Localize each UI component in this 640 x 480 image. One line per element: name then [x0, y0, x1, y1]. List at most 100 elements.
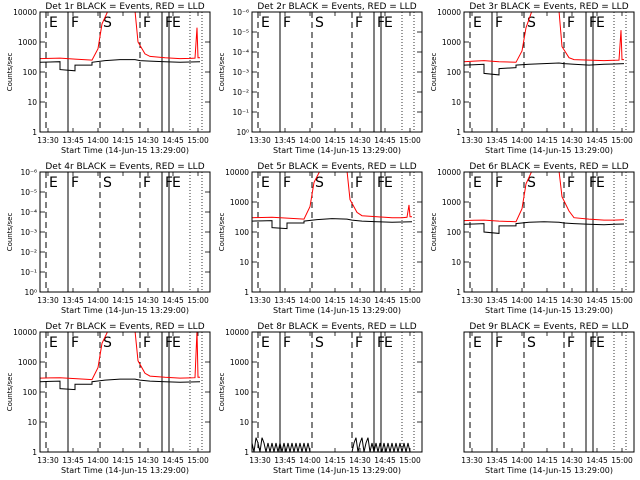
- event-marker-label: F: [355, 335, 363, 351]
- x-tick-label: 13:45: [62, 456, 84, 465]
- plot-frame: [39, 11, 211, 133]
- event-marker-label: F: [495, 175, 503, 191]
- panel-det-5r: Det 5r BLACK = Events, RED = LLD Counts/s…: [218, 162, 423, 315]
- series-group: [40, 332, 201, 391]
- x-tick-label: 15:00: [399, 136, 421, 145]
- x-tick-label: 13:45: [486, 136, 508, 145]
- series-events-line: [40, 59, 201, 72]
- x-tick-label: 14:00: [511, 136, 533, 145]
- x-axis-label: Start Time (14-Jun-15 13:29:00): [273, 466, 401, 475]
- chart-title: Det 6r BLACK = Events, RED = LLD: [469, 162, 628, 172]
- y-tick-label: 1000: [230, 358, 249, 367]
- series-events-line: [464, 62, 625, 76]
- x-tick-label: 14:15: [536, 456, 558, 465]
- series-group: [252, 172, 413, 230]
- y-tick-label: 1: [244, 448, 249, 457]
- x-tick-label: 14:30: [349, 136, 371, 145]
- event-marker-label: S: [315, 15, 324, 31]
- event-marker-label: E: [49, 335, 58, 351]
- y-tick-label: 1: [456, 288, 461, 297]
- plot-frame: [251, 171, 423, 293]
- y-tick-label: 10: [239, 258, 249, 267]
- x-axis-label: Start Time (14-Jun-15 13:29:00): [61, 466, 189, 475]
- x-tick-label: 14:00: [299, 136, 321, 145]
- x-tick-label: 14:15: [324, 296, 346, 305]
- y-tick-label: 100: [447, 68, 462, 77]
- x-tick-label: 13:30: [249, 296, 271, 305]
- event-marker-label: F: [283, 15, 291, 31]
- x-tick-label: 14:15: [536, 136, 558, 145]
- event-marker-label: S: [315, 175, 324, 191]
- x-tick-label: 13:30: [249, 136, 271, 145]
- x-axis-label: Start Time (14-Jun-15 13:29:00): [61, 146, 189, 155]
- x-tick-label: 14:00: [87, 456, 109, 465]
- x-tick-label: 14:00: [87, 296, 109, 305]
- plot-frame: [463, 11, 635, 133]
- event-marker-label: E: [261, 175, 270, 191]
- event-marker-label: F: [283, 335, 291, 351]
- y-axis-label: Counts/sec: [218, 373, 226, 412]
- plot-frame: [39, 171, 211, 293]
- x-tick-label: 13:30: [461, 296, 483, 305]
- series-events-line: [40, 378, 201, 391]
- event-marker-label: F: [567, 175, 575, 191]
- plot-frame: [39, 331, 211, 453]
- x-tick-label: 13:45: [486, 296, 508, 305]
- event-marker-label: S: [103, 15, 112, 31]
- x-tick-label: 14:45: [586, 456, 608, 465]
- x-tick-label: 14:45: [374, 456, 396, 465]
- event-marker-label: S: [527, 335, 536, 351]
- plot-frame: [463, 331, 635, 453]
- panel-det-4r: Det 4r BLACK = Events, RED = LLD Counts/s…: [6, 162, 211, 315]
- x-tick-label: 14:30: [137, 136, 159, 145]
- x-tick-label: 14:30: [137, 296, 159, 305]
- y-tick-label: 100: [447, 228, 462, 237]
- event-marker-label: E: [49, 175, 58, 191]
- event-marker-label: E: [172, 175, 181, 191]
- x-tick-label: 14:15: [324, 136, 346, 145]
- x-tick-label: 14:30: [561, 456, 583, 465]
- y-tick-label: 10000: [437, 8, 461, 17]
- event-marker-label: F: [283, 175, 291, 191]
- x-tick-label: 15:00: [611, 136, 633, 145]
- x-tick-label: 14:00: [511, 456, 533, 465]
- series-lld-line: [40, 332, 200, 381]
- series-events-line: [252, 218, 413, 230]
- y-tick-label: 10: [27, 98, 37, 107]
- chart-title: Det 8r BLACK = Events, RED = LLD: [257, 322, 416, 332]
- panel-det-3r: Det 3r BLACK = Events, RED = LLD Counts/s…: [430, 2, 635, 155]
- event-marker-label: E: [596, 15, 605, 31]
- y-axis-label: Counts/sec: [430, 213, 438, 252]
- chart-title: Det 5r BLACK = Events, RED = LLD: [257, 162, 416, 172]
- event-marker-label: E: [384, 15, 393, 31]
- y-tick-label: 10⁻¹: [232, 108, 249, 117]
- event-marker-label: E: [384, 175, 393, 191]
- series-group: [464, 172, 625, 234]
- x-axis-label: Start Time (14-Jun-15 13:29:00): [485, 306, 613, 315]
- y-tick-label: 10⁻³: [20, 228, 37, 237]
- x-tick-label: 15:00: [399, 296, 421, 305]
- chart-title: Det 4r BLACK = Events, RED = LLD: [45, 162, 204, 172]
- y-axis-label: Counts/sec: [430, 53, 438, 92]
- x-tick-label: 14:30: [561, 296, 583, 305]
- event-marker-label: E: [261, 15, 270, 31]
- series-lld-line: [464, 12, 624, 63]
- x-tick-label: 14:45: [374, 296, 396, 305]
- y-tick-label: 10⁻⁶: [232, 8, 249, 17]
- x-tick-label: 15:00: [187, 456, 209, 465]
- event-marker-label: E: [596, 335, 605, 351]
- x-tick-label: 15:00: [187, 296, 209, 305]
- x-tick-label: 14:15: [112, 296, 134, 305]
- plot-frame: [251, 331, 423, 453]
- panel-det-7r: Det 7r BLACK = Events, RED = LLD Counts/s…: [6, 322, 211, 475]
- y-tick-label: 10⁰: [236, 128, 249, 137]
- chart-title: Det 3r BLACK = Events, RED = LLD: [469, 2, 628, 12]
- y-axis-label: Counts/sec: [6, 373, 14, 412]
- x-tick-label: 14:00: [511, 296, 533, 305]
- x-axis-label: Start Time (14-Jun-15 13:29:00): [485, 146, 613, 155]
- x-tick-label: 14:30: [137, 456, 159, 465]
- event-marker-label: S: [527, 15, 536, 31]
- x-tick-label: 13:30: [461, 136, 483, 145]
- event-marker-label: F: [71, 335, 79, 351]
- event-marker-label: F: [71, 175, 79, 191]
